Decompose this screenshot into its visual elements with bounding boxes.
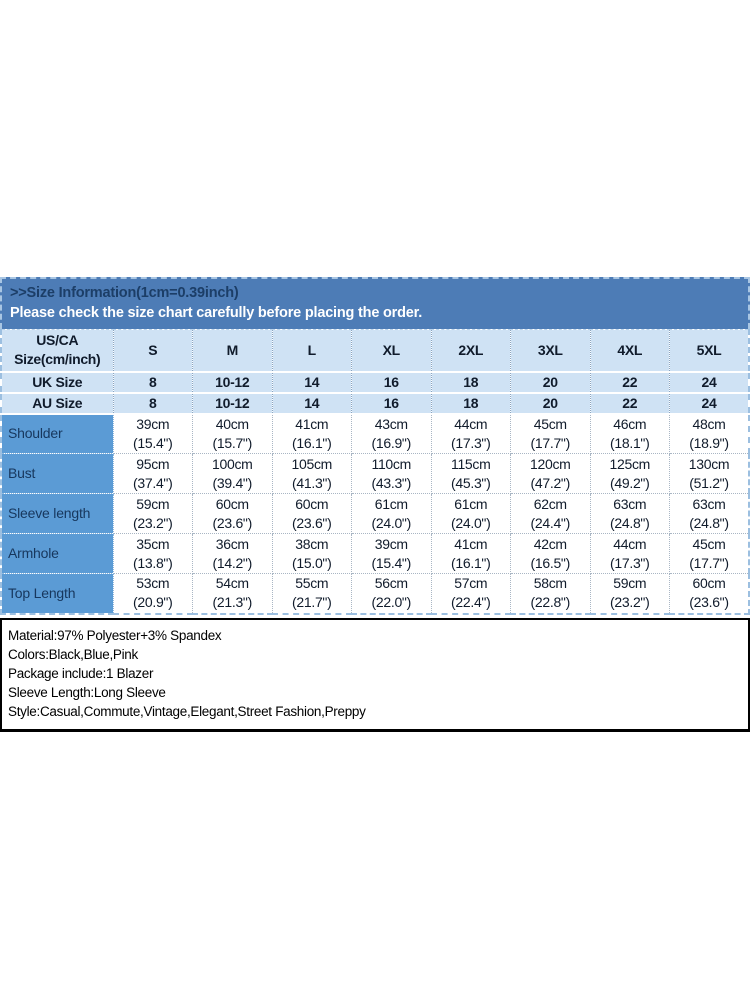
measurement-cell: 39cm (15.4") [351, 533, 432, 574]
measurement-cell: 105cm (41.3") [271, 453, 352, 494]
uk-size-value: 10-12 [192, 371, 272, 394]
product-details-box: Material:97% Polyester+3% Spandex Colors… [0, 617, 750, 732]
measurement-cell: 58cm (22.8") [510, 573, 591, 614]
au-size-value: 16 [351, 392, 431, 415]
measurement-cell: 60cm (23.6") [192, 493, 273, 534]
au-size-value: 8 [112, 392, 193, 415]
measurement-cell: 59cm (23.2") [589, 573, 670, 614]
size-column-header-l: L [271, 329, 352, 373]
detail-line-material: Material:97% Polyester+3% Spandex [8, 627, 222, 643]
uk-size-value: 18 [430, 371, 511, 394]
measurement-cell: 61cm (24.0") [430, 493, 511, 534]
detail-line-style: Style:Casual,Commute,Vintage,Elegant,Str… [8, 703, 366, 719]
uk-size-value: 8 [112, 371, 193, 394]
measurement-cell: 55cm (21.7") [271, 573, 352, 614]
measurement-cell: 45cm (17.7") [669, 533, 750, 574]
measurement-cell: 59cm (23.2") [112, 493, 193, 534]
measurement-cell: 115cm (45.3") [430, 453, 511, 494]
measurement-cell: 42cm (16.5") [510, 533, 591, 574]
measurement-row-sleeve-length: Sleeve length 59cm (23.2") 60cm (23.6") … [0, 493, 750, 534]
measurement-cell: 38cm (15.0") [271, 533, 352, 574]
au-size-value: 14 [271, 392, 352, 415]
measurement-cell: 48cm (18.9") [669, 413, 750, 454]
size-column-header-s: S [112, 329, 193, 373]
measurement-cell: 36cm (14.2") [192, 533, 273, 574]
measurement-cell: 63cm (24.8") [669, 493, 750, 534]
au-size-value: 22 [589, 392, 670, 415]
uk-size-row: UK Size 8 10-12 14 16 18 20 22 24 [1, 371, 749, 394]
row-label-top-length: Top Length [0, 573, 114, 614]
uk-size-value: 24 [669, 371, 749, 394]
size-column-header-5xl: 5XL [669, 329, 749, 373]
measurement-cell: 44cm (17.3") [430, 413, 511, 454]
measurement-cell: 46cm (18.1") [589, 413, 670, 454]
measurement-cell: 110cm (43.3") [351, 453, 432, 494]
detail-line-colors: Colors:Black,Blue,Pink [8, 646, 138, 662]
measurement-cell: 44cm (17.3") [589, 533, 670, 574]
measurement-cell: 43cm (16.9") [351, 413, 432, 454]
row-label-bust: Bust [0, 453, 114, 494]
measurement-cell: 60cm (23.6") [271, 493, 352, 534]
measurement-row-armhole: Armhole 35cm (13.8") 36cm (14.2") 38cm (… [0, 533, 750, 574]
measurement-cell: 41cm (16.1") [430, 533, 511, 574]
measurement-cell: 63cm (24.8") [589, 493, 670, 534]
uk-size-value: 14 [271, 371, 352, 394]
size-info-title: >>Size Information(1cm=0.39inch) [10, 285, 239, 301]
size-column-header-3xl: 3XL [510, 329, 590, 373]
size-column-header-m: M [192, 329, 272, 373]
measurement-cell: 45cm (17.7") [510, 413, 591, 454]
measurement-cell: 41cm (16.1") [271, 413, 352, 454]
au-size-value: 24 [669, 392, 749, 415]
au-size-value: 20 [510, 392, 590, 415]
measurement-cell: 35cm (13.8") [112, 533, 193, 574]
row-label-armhole: Armhole [0, 533, 114, 574]
row-label-au-size: AU Size [1, 392, 113, 415]
uk-size-value: 20 [510, 371, 590, 394]
au-size-value: 10-12 [192, 392, 272, 415]
measurement-cell: 62cm (24.4") [510, 493, 591, 534]
size-info-subtitle: Please check the size chart carefully be… [10, 305, 423, 321]
measurement-cell: 95cm (37.4") [112, 453, 193, 494]
measurement-row-top-length: Top Length 53cm (20.9") 54cm (21.3") 55c… [0, 573, 750, 614]
detail-line-package: Package include:1 Blazer [8, 665, 154, 681]
row-label-uk-size: UK Size [1, 371, 113, 394]
au-size-row: AU Size 8 10-12 14 16 18 20 22 24 [1, 392, 749, 415]
measurement-cell: 39cm (15.4") [112, 413, 193, 454]
size-table: US/CA Size(cm/inch) S M L XL 2XL 3XL 4XL… [0, 329, 750, 615]
size-header-row: US/CA Size(cm/inch) S M L XL 2XL 3XL 4XL… [1, 329, 749, 373]
measurement-cell: 120cm (47.2") [510, 453, 591, 494]
uk-size-value: 16 [351, 371, 431, 394]
corner-header-cell: US/CA Size(cm/inch) [1, 329, 113, 373]
measurement-row-bust: Bust 95cm (37.4") 100cm (39.4") 105cm (4… [0, 453, 750, 494]
size-column-header-4xl: 4XL [589, 329, 670, 373]
size-chart-sheet: >>Size Information(1cm=0.39inch) Please … [0, 277, 750, 732]
size-info-banner: >>Size Information(1cm=0.39inch) Please … [0, 277, 750, 329]
measurement-cell: 40cm (15.7") [192, 413, 273, 454]
measurement-cell: 56cm (22.0") [351, 573, 432, 614]
row-label-sleeve-length: Sleeve length [0, 493, 114, 534]
measurement-cell: 57cm (22.4") [430, 573, 511, 614]
measurement-row-shoulder: Shoulder 39cm (15.4") 40cm (15.7") 41cm … [0, 413, 750, 454]
size-column-header-2xl: 2XL [430, 329, 511, 373]
row-label-shoulder: Shoulder [0, 413, 114, 454]
detail-line-sleeve-length: Sleeve Length:Long Sleeve [8, 684, 166, 700]
measurement-cell: 54cm (21.3") [192, 573, 273, 614]
measurement-cell: 125cm (49.2") [589, 453, 670, 494]
measurement-cell: 60cm (23.6") [669, 573, 750, 614]
measurement-cell: 100cm (39.4") [192, 453, 273, 494]
au-size-value: 18 [430, 392, 511, 415]
size-column-header-xl: XL [351, 329, 431, 373]
measurement-cell: 130cm (51.2") [669, 453, 750, 494]
uk-size-value: 22 [589, 371, 670, 394]
measurement-cell: 53cm (20.9") [112, 573, 193, 614]
measurement-cell: 61cm (24.0") [351, 493, 432, 534]
